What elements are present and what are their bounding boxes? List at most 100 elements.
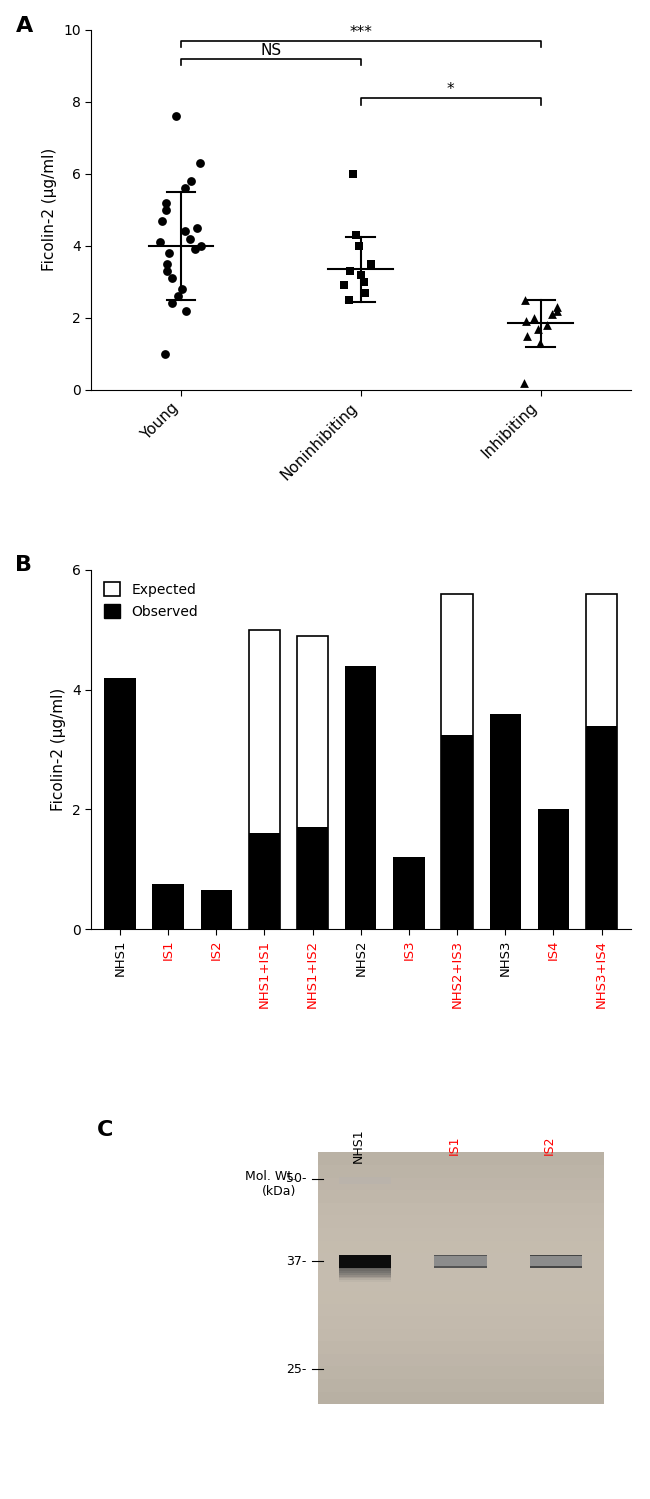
Point <box>356 262 367 286</box>
Legend: Expected, Observed: Expected, Observed <box>98 577 203 624</box>
Point <box>162 252 172 276</box>
Point <box>167 267 177 291</box>
Point <box>161 190 171 214</box>
Point <box>366 252 376 276</box>
Text: A: A <box>16 15 32 36</box>
Bar <box>318 1228 604 1241</box>
Bar <box>297 636 328 929</box>
Bar <box>249 833 280 929</box>
Point <box>521 309 531 333</box>
Bar <box>318 1241 604 1253</box>
Point <box>192 216 202 240</box>
Bar <box>318 1178 604 1190</box>
Point <box>163 241 174 265</box>
Point <box>170 105 181 129</box>
Bar <box>318 1342 604 1354</box>
Point <box>542 313 552 337</box>
Bar <box>201 890 232 929</box>
Point <box>157 208 167 232</box>
Point <box>344 288 354 312</box>
Point <box>166 291 177 315</box>
Bar <box>152 884 184 929</box>
Text: IS1: IS1 <box>448 1135 461 1156</box>
Point <box>520 288 530 312</box>
Point <box>552 298 562 322</box>
Bar <box>393 857 424 929</box>
Bar <box>339 1273 391 1280</box>
Point <box>180 219 190 243</box>
Bar <box>318 1165 604 1178</box>
Y-axis label: Ficolin-2 (μg/ml): Ficolin-2 (μg/ml) <box>51 688 66 811</box>
Bar <box>318 1391 604 1405</box>
Point <box>519 370 529 394</box>
Point <box>552 295 562 319</box>
Point <box>196 234 207 258</box>
Bar <box>318 1291 604 1304</box>
Text: NS: NS <box>260 42 281 57</box>
Point <box>344 259 355 283</box>
Bar <box>339 1274 391 1282</box>
Bar <box>249 630 280 929</box>
Bar <box>318 1202 604 1216</box>
Point <box>528 306 539 330</box>
Bar <box>489 714 521 929</box>
Bar <box>297 827 328 929</box>
Bar <box>318 1367 604 1379</box>
Bar <box>441 735 473 929</box>
Text: NHS1: NHS1 <box>352 1127 365 1163</box>
Bar <box>318 1354 604 1367</box>
Bar <box>318 1216 604 1228</box>
Bar <box>345 666 376 929</box>
Point <box>359 280 370 304</box>
Bar <box>318 1253 604 1265</box>
Point <box>535 331 545 355</box>
Point <box>547 303 557 327</box>
Bar <box>339 1262 391 1270</box>
Text: ***: *** <box>349 24 372 39</box>
Text: *: * <box>447 82 454 97</box>
Point <box>359 270 369 294</box>
Bar <box>318 1190 604 1202</box>
Point <box>522 324 532 348</box>
Point <box>351 223 361 247</box>
Bar <box>434 1255 487 1268</box>
Point <box>339 273 350 297</box>
Bar <box>530 1256 582 1267</box>
Bar <box>318 1316 604 1328</box>
Text: B: B <box>16 555 32 576</box>
Bar <box>339 1271 391 1279</box>
Text: C: C <box>96 1120 112 1141</box>
Bar <box>318 1328 604 1342</box>
Text: 37-: 37- <box>287 1255 307 1268</box>
Point <box>195 151 205 175</box>
Bar <box>318 1304 604 1316</box>
Bar <box>339 1177 391 1184</box>
Bar <box>434 1256 487 1267</box>
Point <box>161 198 171 222</box>
Bar <box>104 678 136 929</box>
Bar <box>318 1379 604 1391</box>
Point <box>160 342 170 366</box>
Bar <box>339 1265 391 1273</box>
Bar <box>339 1255 391 1268</box>
Bar <box>538 809 569 929</box>
Point <box>155 231 166 255</box>
Bar <box>339 1261 391 1268</box>
Bar <box>339 1267 391 1274</box>
Point <box>185 226 195 250</box>
Point <box>173 285 183 309</box>
Point <box>162 259 172 283</box>
Bar <box>586 594 617 929</box>
Point <box>190 237 200 261</box>
Text: 50-: 50- <box>286 1172 307 1186</box>
Point <box>186 169 196 193</box>
Bar <box>441 594 473 929</box>
Y-axis label: Ficolin-2 (μg/ml): Ficolin-2 (μg/ml) <box>42 148 57 271</box>
Bar <box>339 1258 391 1265</box>
Bar <box>318 1153 604 1165</box>
Bar <box>586 726 617 929</box>
Point <box>177 277 187 301</box>
Bar <box>339 1264 391 1271</box>
Point <box>348 162 358 186</box>
Text: 25-: 25- <box>287 1363 307 1376</box>
